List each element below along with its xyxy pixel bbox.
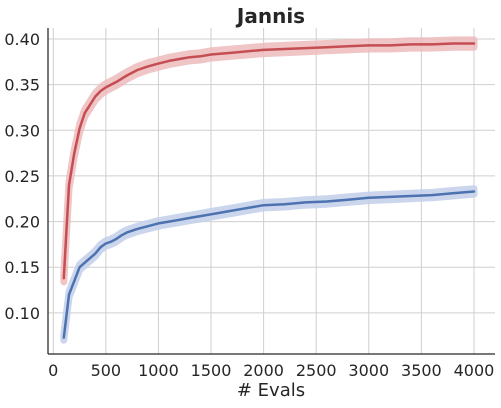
x-tick-label: 2000	[243, 361, 284, 380]
y-tick-label: 0.15	[4, 258, 40, 277]
series-1-band	[60, 36, 478, 286]
x-tick-label: 1500	[191, 361, 232, 380]
y-tick-label: 0.25	[4, 167, 40, 186]
x-tick-labels: 0 500 1000 1500 2000 2500 3000 3500 4000	[48, 361, 494, 380]
series-lines	[62, 42, 476, 339]
x-tick-label: 4000	[454, 361, 495, 380]
grid	[48, 28, 495, 354]
series-2-band	[60, 185, 478, 344]
x-tick-label: 3000	[348, 361, 389, 380]
y-tick-label: 0.30	[4, 121, 40, 140]
x-tick-label: 0	[48, 361, 58, 380]
series-2-line	[62, 190, 476, 339]
y-tick-label: 0.10	[4, 304, 40, 323]
y-tick-label: 0.20	[4, 213, 40, 232]
y-tick-label: 0.35	[4, 76, 40, 95]
confidence-bands	[60, 36, 478, 344]
x-tick-label: 2500	[296, 361, 337, 380]
chart-title: Jannis	[235, 4, 305, 28]
y-tick-labels: 0.10 0.15 0.20 0.25 0.30 0.35 0.40	[4, 30, 40, 323]
y-tick-label: 0.40	[4, 30, 40, 49]
x-tick-label: 3500	[401, 361, 442, 380]
x-axis-title: # Evals	[237, 380, 305, 401]
x-tick-label: 500	[91, 361, 122, 380]
x-tick-label: 1000	[138, 361, 179, 380]
series-1-line	[62, 42, 476, 280]
